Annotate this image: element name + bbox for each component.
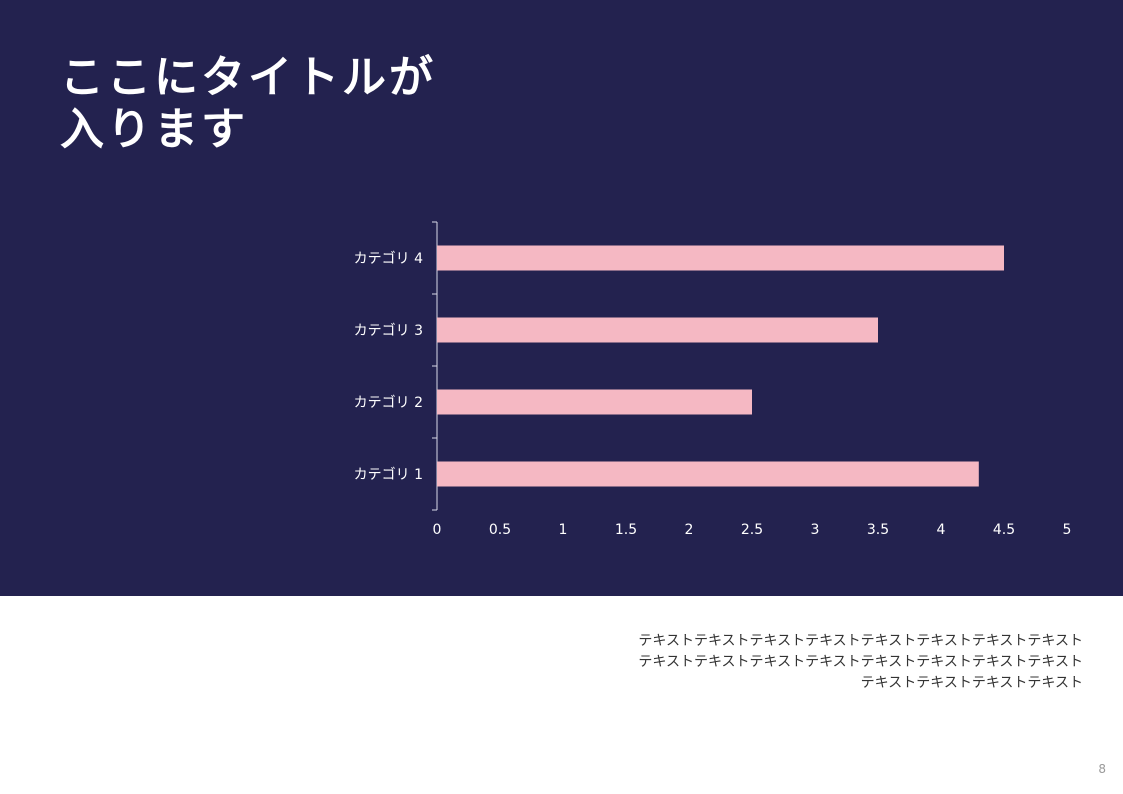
x-tick-label-4: 2 bbox=[685, 522, 694, 538]
bar-chart-svg: カテゴリ 1 カテゴリ 2 カテゴリ 3 カテゴリ 4 0 0.5 1 1.5 2 2.5 3 3.5… bbox=[354, 221, 1072, 538]
category-label-4: カテゴリ 4 bbox=[354, 250, 423, 267]
x-tick-label-10: 5 bbox=[1063, 522, 1072, 538]
x-tick-label-0: 0 bbox=[433, 522, 442, 538]
body-text-line-2: テキストテキストテキストテキストテキストテキストテキストテキスト bbox=[638, 654, 1083, 670]
slide-title: ここにタイトルが 入ります bbox=[60, 52, 480, 156]
x-tick-label-3: 1.5 bbox=[615, 522, 637, 538]
body-text: テキストテキストテキストテキストテキストテキストテキストテキスト テキストテキス… bbox=[563, 631, 1083, 694]
category-label-1: カテゴリ 1 bbox=[354, 466, 423, 483]
x-tick-label-2: 1 bbox=[559, 522, 568, 538]
category-bar-chart: カテゴリ 1 カテゴリ 2 カテゴリ 3 カテゴリ 4 0 0.5 1 1.5 2 2.5 3 3.5… bbox=[320, 210, 1100, 550]
page-number: 8 bbox=[1098, 762, 1106, 776]
category-label-3: カテゴリ 3 bbox=[354, 322, 423, 339]
title-panel bbox=[0, 0, 1123, 596]
bar-1 bbox=[437, 461, 979, 487]
x-tick-label-6: 3 bbox=[811, 522, 820, 538]
body-text-line-1: テキストテキストテキストテキストテキストテキストテキストテキスト bbox=[638, 633, 1083, 649]
slide-title-line-1: ここにタイトルが bbox=[60, 52, 436, 103]
x-tick-label-5: 2.5 bbox=[741, 522, 763, 538]
category-label-2: カテゴリ 2 bbox=[354, 394, 423, 411]
slide-title-line-2: 入ります bbox=[60, 104, 248, 155]
bar-2 bbox=[437, 389, 752, 415]
x-tick-label-1: 0.5 bbox=[489, 522, 511, 538]
x-tick-label-8: 4 bbox=[937, 522, 946, 538]
bar-3 bbox=[437, 317, 878, 343]
body-text-line-3: テキストテキストテキストテキスト bbox=[860, 675, 1083, 691]
x-tick-label-9: 4.5 bbox=[993, 522, 1015, 538]
bar-4 bbox=[437, 245, 1004, 271]
x-tick-label-7: 3.5 bbox=[867, 522, 889, 538]
